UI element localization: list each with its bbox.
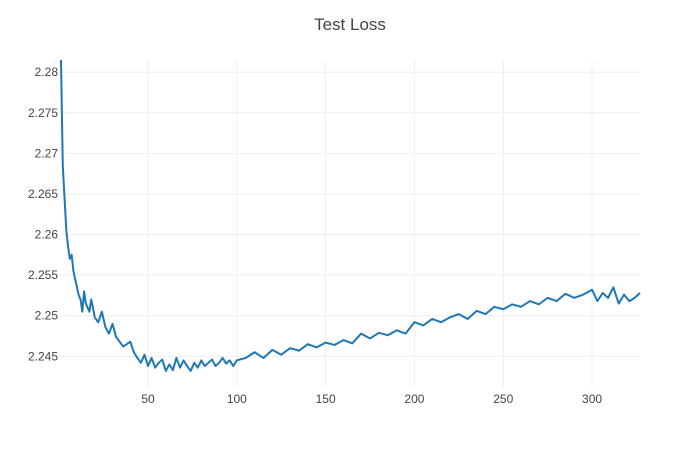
y-tick-label: 2.27 xyxy=(35,146,59,160)
y-axis-ticks: 2.245 2.25 2.255 2.26 2.265 2.27 2.275 2.28 xyxy=(28,65,58,363)
x-tick-label: 100 xyxy=(227,392,247,406)
y-tick-label: 2.265 xyxy=(28,187,58,201)
x-tick-label: 200 xyxy=(404,392,424,406)
x-tick-label: 50 xyxy=(141,392,155,406)
series-line-test-loss xyxy=(60,59,641,372)
grid xyxy=(61,60,640,387)
y-tick-label: 2.255 xyxy=(28,268,58,282)
chart-title: Test Loss xyxy=(314,15,386,34)
y-tick-label: 2.25 xyxy=(35,309,59,323)
y-tick-label: 2.275 xyxy=(28,106,58,120)
y-tick-label: 2.26 xyxy=(35,228,59,242)
x-tick-label: 150 xyxy=(316,392,336,406)
x-tick-label: 250 xyxy=(493,392,513,406)
x-tick-label: 300 xyxy=(582,392,602,406)
y-tick-label: 2.28 xyxy=(35,65,59,79)
y-tick-label: 2.245 xyxy=(28,349,58,363)
x-axis-ticks: 50 100 150 200 250 300 xyxy=(141,392,602,406)
